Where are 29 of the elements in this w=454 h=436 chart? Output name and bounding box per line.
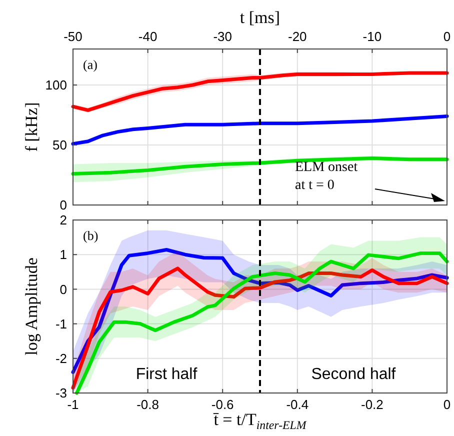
- x-tick-label: -40: [138, 29, 158, 44]
- x-tick-label: -30: [213, 29, 232, 44]
- annotation: ELM onset at t = 0: [295, 160, 358, 193]
- y-tick-label: 50: [52, 138, 67, 153]
- y-axis-title: log Amplitude: [22, 258, 41, 356]
- y-tick-label: 0: [60, 198, 67, 213]
- y-tick-label: -2: [55, 350, 67, 366]
- x-tick-label: -10: [362, 29, 382, 44]
- y-tick-label: 0: [60, 282, 67, 297]
- annotation: Second half: [311, 366, 396, 383]
- annotation: (b): [83, 228, 98, 243]
- x-tick-label: -0.2: [360, 397, 384, 412]
- y-tick-label: -1: [55, 316, 67, 332]
- y-tick-label: 2: [60, 212, 67, 228]
- annotation: (a): [83, 57, 98, 72]
- x-tick-label: -0.4: [286, 397, 309, 412]
- x-axis-title: t [ms]: [240, 8, 280, 27]
- x-tick-label: -20: [288, 29, 307, 44]
- x-tick-label: 0: [443, 29, 451, 44]
- x-tick-label: -0.6: [211, 397, 234, 412]
- x-axis-title: t̄ = t/T$_{inter-ELM}$: [212, 410, 308, 432]
- x-tick-label: 0: [443, 397, 451, 412]
- annotation: First half: [136, 366, 198, 383]
- y-axis-title: f [kHz]: [22, 102, 41, 152]
- y-tick-label: 100: [45, 78, 67, 93]
- x-tick-label: -50: [64, 29, 82, 44]
- y-tick-label: 1: [60, 247, 67, 262]
- y-tick-label: -3: [55, 386, 67, 401]
- x-tick-label: -0.8: [136, 397, 160, 412]
